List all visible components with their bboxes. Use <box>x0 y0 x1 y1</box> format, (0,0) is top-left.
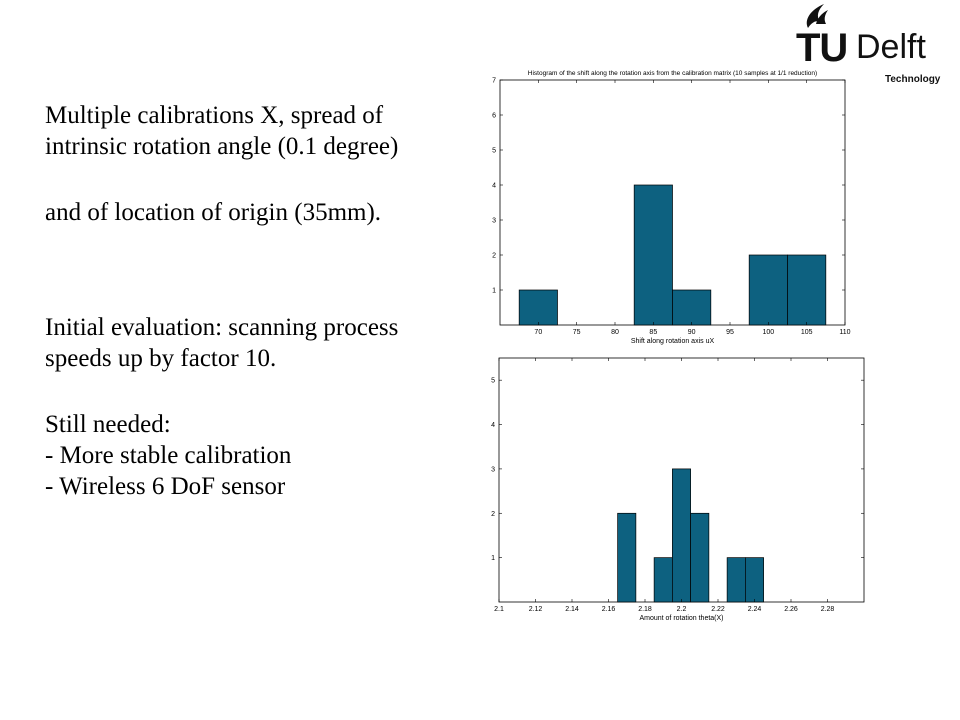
text-line: - More stable calibration <box>45 442 292 469</box>
histogram-bar <box>653 557 673 603</box>
y-tick-label: 5 <box>492 148 496 155</box>
histogram-bar <box>787 254 827 326</box>
text-line: and of location of origin (35mm). <box>45 199 382 226</box>
histogram-bar <box>617 512 637 603</box>
x-tick-label: 80 <box>611 329 619 336</box>
x-tick-label: 90 <box>688 329 696 336</box>
y-tick-label: 2 <box>492 253 496 260</box>
x-tick-label: 2.12 <box>529 606 543 613</box>
x-tick-label: 100 <box>762 329 774 336</box>
x-tick-label: 105 <box>801 329 813 336</box>
histogram-bar <box>745 557 764 603</box>
x-tick-label: 2.16 <box>602 606 616 613</box>
flame-icon <box>806 4 828 28</box>
y-tick-label: 3 <box>491 466 495 473</box>
text-paragraph-calibrations: Multiple calibrations X, spread of intri… <box>45 100 398 162</box>
x-tick-label: 70 <box>534 329 542 336</box>
y-tick-label: 2 <box>491 511 495 518</box>
x-axis-label: Amount of rotation theta(X) <box>639 615 723 622</box>
x-tick-label: 2.2 <box>677 606 687 613</box>
text-line: speeds up by factor 10. <box>45 345 277 372</box>
y-tick-label: 3 <box>492 218 496 225</box>
histogram-bar <box>748 254 788 326</box>
x-tick-label: 2.18 <box>638 606 652 613</box>
y-tick-label: 7 <box>492 78 496 85</box>
x-tick-label: 75 <box>573 329 581 336</box>
chart-title: Histogram of the shift along the rotatio… <box>528 70 817 77</box>
histogram-bar <box>672 468 691 603</box>
x-tick-label: 2.22 <box>711 606 725 613</box>
histogram-bar <box>726 557 746 603</box>
text-paragraph-still-needed: Still needed: - More stable calibration … <box>45 409 291 502</box>
y-tick-label: 1 <box>491 555 495 562</box>
histogram-bar <box>690 512 710 603</box>
histogram-bar <box>672 289 712 326</box>
y-tick-label: 5 <box>491 378 495 385</box>
text-line: intrinsic rotation angle (0.1 degree) <box>45 133 399 160</box>
y-tick-label: 4 <box>492 183 496 190</box>
x-tick-label: 2.26 <box>784 606 798 613</box>
x-tick-label: 95 <box>726 329 734 336</box>
text-line: Multiple calibrations X, spread of <box>45 102 384 129</box>
text-line: - Wireless 6 DoF sensor <box>45 473 286 500</box>
x-tick-label: 2.28 <box>821 606 835 613</box>
text-paragraph-origin: and of location of origin (35mm). <box>45 197 381 228</box>
text-paragraph-evaluation: Initial evaluation: scanning process spe… <box>45 312 398 374</box>
y-tick-label: 6 <box>492 113 496 120</box>
text-line: Still needed: <box>45 411 171 438</box>
logo-tu-text: TU <box>796 26 848 70</box>
y-tick-label: 1 <box>492 288 496 295</box>
x-tick-label: 85 <box>649 329 657 336</box>
histogram-bar <box>518 289 558 326</box>
x-tick-label: 2.24 <box>748 606 762 613</box>
logo-delft-text: Delft <box>856 28 926 66</box>
x-tick-label: 2.1 <box>494 606 504 613</box>
x-axis-label: Shift along rotation axis uX <box>631 338 715 345</box>
text-line: Initial evaluation: scanning process <box>45 314 399 341</box>
tudelft-logo: TU Delft Technology <box>790 0 950 92</box>
y-tick-label: 4 <box>491 422 495 429</box>
x-tick-label: 2.14 <box>565 606 579 613</box>
logo-tagline: Technology <box>885 74 941 85</box>
x-tick-label: 110 <box>839 329 850 336</box>
